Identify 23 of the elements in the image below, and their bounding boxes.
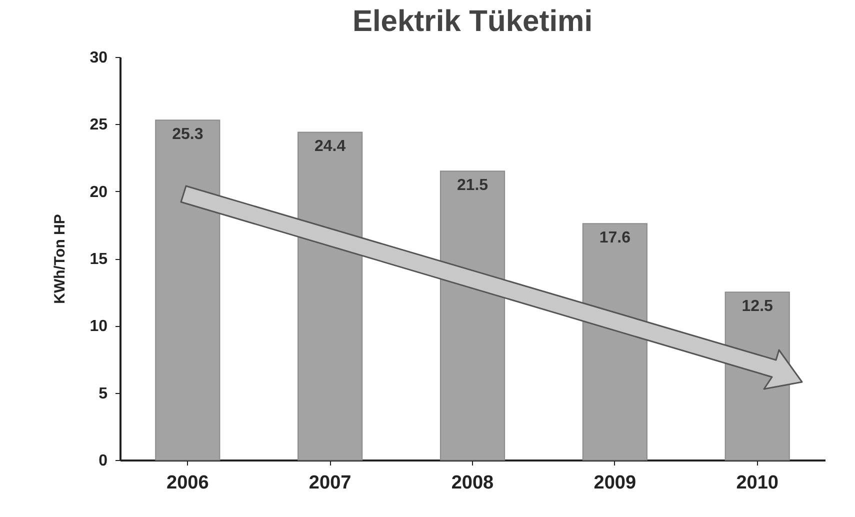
chart-title: Elektrik Tüketimi (352, 5, 593, 38)
data-label: 17.6 (599, 230, 631, 247)
y-tick-label: 10 (90, 318, 108, 336)
x-tick-label: 2006 (166, 472, 209, 494)
y-tick-label: 0 (98, 452, 108, 470)
data-label: 25.3 (172, 126, 204, 144)
data-label: 21.5 (456, 177, 488, 194)
x-tick-label: 2008 (451, 472, 494, 494)
y-tick-label: 15 (90, 251, 108, 268)
y-tick-label: 30 (90, 50, 108, 66)
y-tick-label: 25 (90, 116, 108, 134)
bar (298, 132, 363, 460)
data-label: 24.4 (314, 138, 346, 156)
data-label: 12.5 (742, 298, 774, 316)
bar (582, 223, 648, 460)
y-tick-label: 20 (90, 184, 108, 201)
bar (440, 170, 506, 460)
x-tick-label: 2009 (594, 472, 636, 494)
x-tick-label: 2010 (736, 472, 778, 494)
y-axis-title: KWh/Ton HP (52, 214, 69, 304)
bar (155, 120, 220, 460)
y-tick-label: 5 (98, 385, 108, 402)
x-tick-label: 2007 (308, 472, 352, 494)
